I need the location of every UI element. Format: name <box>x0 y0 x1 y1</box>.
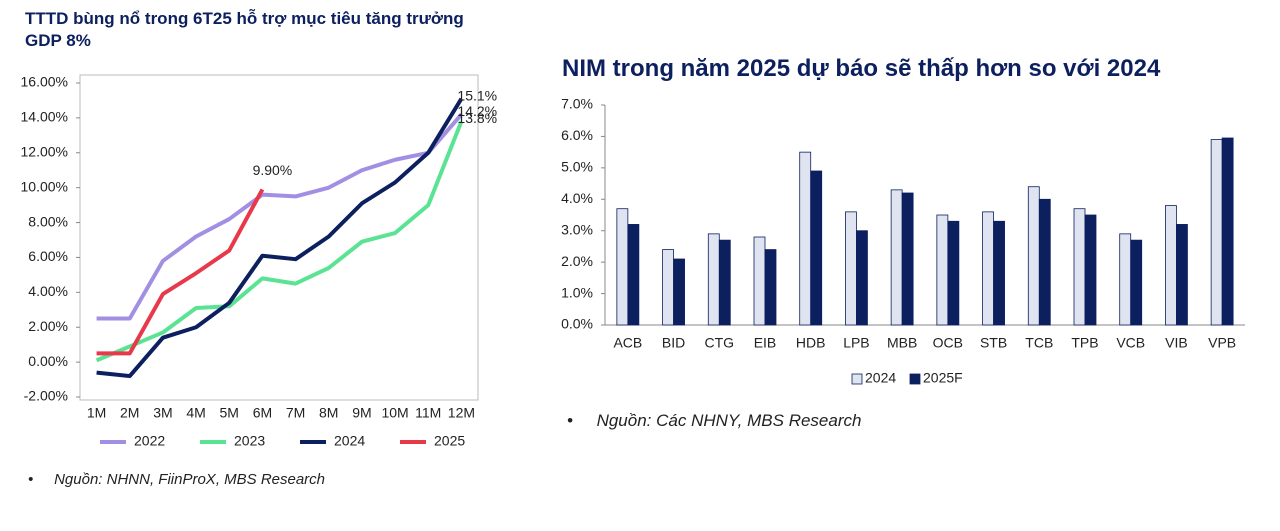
y-tick-label: 6.00% <box>28 248 68 264</box>
x-tick-label: 10M <box>381 405 408 421</box>
data-label: 9.90% <box>253 162 293 178</box>
x-tick-label: ACB <box>613 335 642 351</box>
source-note: • Nguồn: NHNN, FiinProX, MBS Research <box>28 471 326 488</box>
source-note: • Nguồn: Các NHNY, MBS Research <box>567 411 862 430</box>
bar <box>845 211 857 326</box>
y-tick-label: 4.00% <box>28 283 68 299</box>
bar <box>1221 137 1234 326</box>
x-tick-label: TCB <box>1025 335 1053 351</box>
legend-label: 2023 <box>234 433 265 449</box>
bar <box>1084 214 1097 326</box>
bar <box>1038 198 1051 326</box>
legend-label: 2024 <box>334 433 365 449</box>
bar <box>707 233 720 326</box>
bar <box>810 170 823 326</box>
legend-swatch <box>909 373 921 385</box>
bar <box>1165 205 1177 326</box>
line-series <box>96 188 265 356</box>
plot-frame <box>79 74 479 401</box>
y-tick-label: 2.00% <box>28 318 68 334</box>
bar <box>662 249 674 326</box>
bar <box>936 214 949 326</box>
legend-label: 2025 <box>434 433 465 449</box>
bar <box>616 208 629 326</box>
y-tick-label: 3.0% <box>561 221 593 237</box>
x-tick-label: BID <box>662 335 685 351</box>
y-tick-label: 16.00% <box>21 74 68 90</box>
bar <box>627 224 640 326</box>
source-text: Nguồn: NHNN, FiinProX, MBS Research <box>54 471 326 488</box>
x-tick-label: 7M <box>286 405 305 421</box>
line-series <box>95 120 464 363</box>
bar <box>890 189 903 326</box>
bar <box>901 192 914 326</box>
y-tick-label: 0.00% <box>28 353 68 369</box>
bar <box>764 249 777 326</box>
x-tick-label: CTG <box>705 335 735 351</box>
x-tick-label: LPB <box>843 335 869 351</box>
line-series <box>96 113 463 321</box>
source-text: Nguồn: Các NHNY, MBS Research <box>596 411 862 430</box>
x-tick-label: TPB <box>1071 335 1098 351</box>
legend-label: 2022 <box>134 433 165 449</box>
x-tick-label: 11M <box>415 405 441 421</box>
y-tick-label: 12.00% <box>21 143 68 159</box>
y-tick-label: 8.00% <box>28 213 68 229</box>
chart-title: TTTD bùng nổ trong 6T25 hỗ trợ mục tiêu … <box>25 9 464 50</box>
bar <box>1027 186 1040 326</box>
x-tick-label: 9M <box>352 405 371 421</box>
bar <box>1210 139 1223 326</box>
x-tick-label: MBB <box>887 335 917 351</box>
x-tick-label: 8M <box>319 405 338 421</box>
y-tick-label: 10.00% <box>21 178 68 194</box>
y-tick-label: 5.0% <box>561 159 593 175</box>
data-label: 13.8% <box>457 110 497 126</box>
bar <box>993 220 1005 326</box>
bar <box>718 239 731 326</box>
bar <box>947 220 960 326</box>
line-series <box>96 97 464 379</box>
bar <box>799 151 812 326</box>
x-tick-label: EIB <box>754 335 777 351</box>
x-tick-label: STB <box>980 335 1007 351</box>
bar <box>673 258 685 326</box>
x-tick-label: 2M <box>120 405 139 421</box>
y-tick-label: 1.0% <box>561 284 593 300</box>
data-label: 14.2% <box>457 103 497 119</box>
y-tick-label: 0.0% <box>561 316 593 332</box>
bar <box>1119 233 1132 326</box>
y-tick-label: 6.0% <box>561 127 593 143</box>
legend-label: 2024 <box>865 370 896 386</box>
y-tick-label: 14.00% <box>21 109 68 125</box>
bar <box>982 211 994 326</box>
x-tick-label: 1M <box>87 405 106 421</box>
bar <box>1176 224 1188 326</box>
x-tick-label: 4M <box>186 405 205 421</box>
bar <box>856 230 868 326</box>
x-tick-label: 5M <box>220 405 239 421</box>
y-tick-label: 7.0% <box>561 96 593 112</box>
data-label: 15.1% <box>457 87 497 103</box>
bar <box>1130 239 1143 326</box>
x-tick-label: HDB <box>796 335 826 351</box>
y-tick-label: -2.00% <box>24 388 68 404</box>
x-tick-label: VCB <box>1116 335 1145 351</box>
x-tick-label: 12M <box>448 405 475 421</box>
x-tick-label: 6M <box>253 405 272 421</box>
y-tick-label: 4.0% <box>561 190 593 206</box>
bar <box>1073 208 1086 326</box>
x-tick-label: OCB <box>933 335 963 351</box>
y-tick-label: 2.0% <box>561 253 593 269</box>
x-tick-label: VPB <box>1208 335 1236 351</box>
legend-swatch <box>851 373 863 385</box>
chart-title: NIM trong năm 2025 dự báo sẽ thấp hơn so… <box>562 55 1161 82</box>
x-tick-label: 3M <box>153 405 172 421</box>
bar <box>753 236 766 326</box>
x-tick-label: VIB <box>1165 335 1188 351</box>
legend-label: 2025F <box>923 370 963 386</box>
